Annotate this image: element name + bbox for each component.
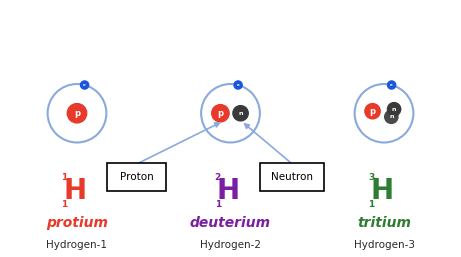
Text: n: n [392,107,396,112]
Text: e: e [390,83,393,87]
Text: Neutron: Neutron [272,172,313,182]
Text: Hydrogen-3: Hydrogen-3 [354,241,414,250]
Text: p: p [74,109,80,118]
Text: H: H [217,177,240,205]
Text: H: H [370,177,393,205]
FancyBboxPatch shape [260,163,325,191]
Text: n: n [238,111,243,116]
Ellipse shape [384,110,398,123]
Text: Hydrogen-1: Hydrogen-1 [47,241,107,250]
Text: p: p [370,107,376,116]
Text: deuterium: deuterium [190,216,271,230]
Ellipse shape [234,81,242,89]
FancyBboxPatch shape [107,163,166,191]
Ellipse shape [67,104,87,123]
Text: n: n [389,114,394,119]
Text: p: p [218,109,224,118]
Text: H: H [63,177,86,205]
Ellipse shape [388,81,396,89]
Text: 1: 1 [214,200,221,209]
Text: e: e [237,83,239,87]
Text: tritium: tritium [357,216,411,230]
Text: e: e [83,83,86,87]
Text: 1: 1 [368,200,374,209]
Ellipse shape [212,105,229,122]
Text: 2: 2 [214,173,221,182]
Text: 3: 3 [368,173,374,182]
Ellipse shape [233,106,248,121]
Ellipse shape [387,103,401,116]
Ellipse shape [81,81,89,89]
Text: 1: 1 [61,200,67,209]
Text: Hydrogen-2: Hydrogen-2 [200,241,261,250]
Text: 1: 1 [61,173,67,182]
Text: protium: protium [46,216,108,230]
Text: Proton: Proton [120,172,154,182]
Ellipse shape [365,104,380,119]
